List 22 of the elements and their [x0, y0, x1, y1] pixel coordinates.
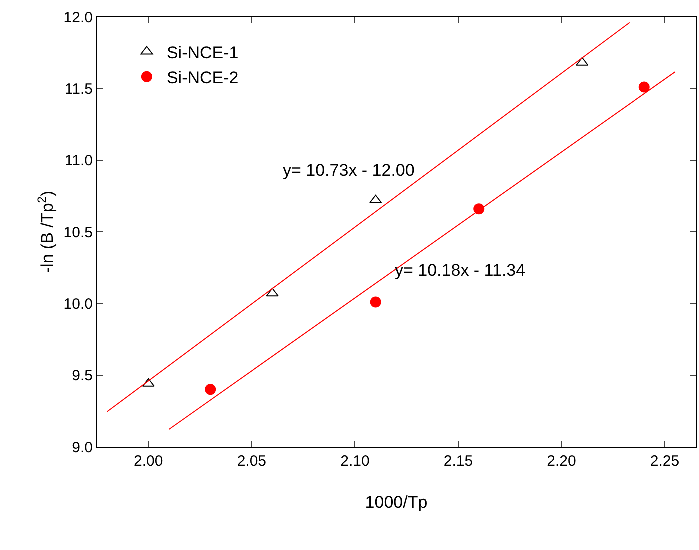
x-tick-label: 2.25	[650, 453, 680, 470]
x-tick-label: 2.00	[134, 453, 164, 470]
x-tick-label: 2.05	[237, 453, 267, 470]
y-tick-label: 12.0	[64, 9, 93, 26]
y-tick-label: 11.5	[64, 80, 93, 98]
point	[638, 82, 650, 93]
x-tick-label: 2.15	[444, 453, 474, 470]
point	[474, 204, 485, 215]
y-tick-label: 11.0	[64, 152, 93, 170]
y-tick-label: 10.5	[64, 224, 93, 242]
x-axis-title: 1000/Tp	[365, 493, 428, 512]
point	[370, 296, 382, 308]
annotation: y= 10.18x - 11.34	[395, 261, 526, 280]
y-tick-label: 9.0	[72, 439, 93, 456]
point	[205, 384, 216, 396]
annotation: y= 10.73x - 12.00	[283, 161, 415, 180]
legend-label: Si-NCE-1	[166, 43, 239, 62]
legend-label: Si-NCE-2	[166, 68, 239, 88]
x-tick-label: 2.10	[340, 453, 370, 470]
x-tick-label: 2.20	[547, 453, 576, 470]
y-tick-label: 9.5	[72, 368, 93, 385]
y-tick-label: 10.0	[64, 296, 93, 313]
